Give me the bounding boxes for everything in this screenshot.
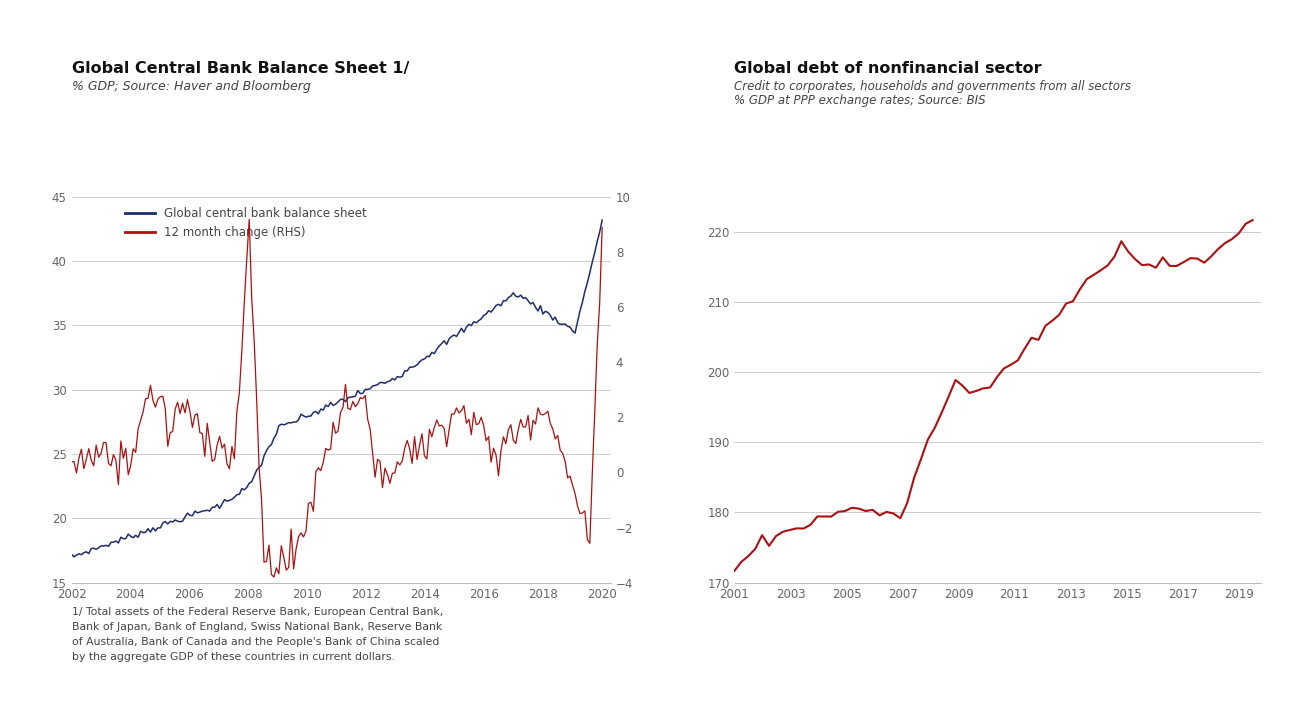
Text: % GDP at PPP exchange rates; Source: BIS: % GDP at PPP exchange rates; Source: BIS — [734, 94, 987, 107]
Text: Global Central Bank Balance Sheet 1/: Global Central Bank Balance Sheet 1/ — [72, 61, 410, 76]
Text: 1/ Total assets of the Federal Reserve Bank, European Central Bank,
Bank of Japa: 1/ Total assets of the Federal Reserve B… — [72, 607, 443, 661]
Text: % GDP; Source: Haver and Bloomberg: % GDP; Source: Haver and Bloomberg — [72, 80, 311, 93]
Text: Credit to corporates, households and governments from all sectors: Credit to corporates, households and gov… — [734, 80, 1131, 93]
Legend: Global central bank balance sheet, 12 month change (RHS): Global central bank balance sheet, 12 mo… — [121, 202, 372, 244]
Text: Global debt of nonfinancial sector: Global debt of nonfinancial sector — [734, 61, 1043, 76]
